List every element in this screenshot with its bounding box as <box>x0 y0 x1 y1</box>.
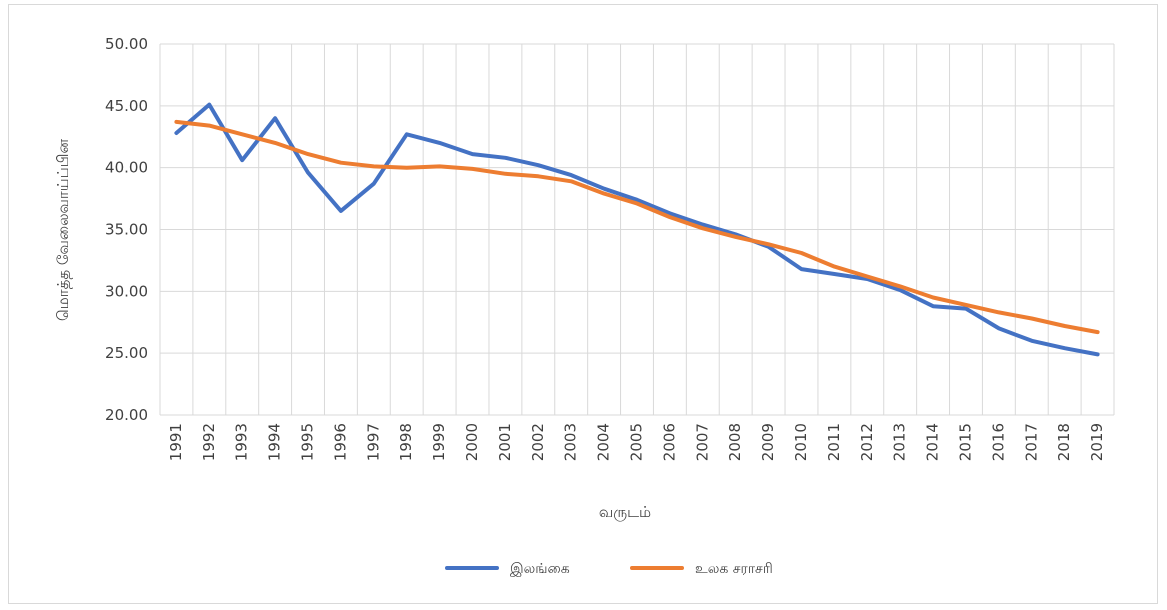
x-tick-label: 1995 <box>299 423 317 461</box>
legend-label-2: உலக சராசரி <box>695 561 773 577</box>
y-tick-label: 50.00 <box>105 35 148 53</box>
x-tick-label: 2011 <box>825 423 843 461</box>
series-line-1 <box>174 102 1100 357</box>
y-tick-label: 35.00 <box>105 221 148 239</box>
x-tick-label: 2000 <box>463 423 481 461</box>
x-tick-label: 1996 <box>331 423 349 461</box>
x-tick-label: 2002 <box>529 423 547 461</box>
x-tick-label: 1994 <box>266 423 284 461</box>
x-tick-label: 1992 <box>200 423 218 461</box>
x-tick-label: 2004 <box>595 423 613 461</box>
x-tick-label: 1999 <box>430 423 448 461</box>
x-tick-label: 1993 <box>233 423 251 461</box>
y-tick-label: 40.00 <box>105 159 148 177</box>
y-tick-label: 25.00 <box>105 344 148 362</box>
y-tick-label: 20.00 <box>105 406 148 424</box>
y-tick-label: 45.00 <box>105 97 148 115</box>
grid-lines <box>159 43 1115 416</box>
x-tick-label: 2001 <box>496 423 514 461</box>
series-line-2 <box>174 119 1100 335</box>
x-tick-label: 2005 <box>628 423 646 461</box>
legend-label-1: இலங்கை <box>510 561 570 577</box>
x-axis-ticks: 1991 1992 1993 1994 1995 1996 1997 1998 1999 2000… <box>167 423 1106 461</box>
x-tick-label: 1991 <box>167 423 185 461</box>
x-tick-label: 2008 <box>726 423 744 461</box>
y-axis-title: மொத்த வேலைவாய்ப்பின <box>54 139 72 321</box>
x-tick-label: 1997 <box>364 423 382 461</box>
x-tick-label: 2014 <box>924 423 942 461</box>
x-tick-label: 2015 <box>956 423 974 461</box>
x-tick-label: 2017 <box>1022 423 1040 461</box>
x-tick-label: 2007 <box>693 423 711 461</box>
series-lines <box>174 102 1100 357</box>
x-tick-label: 2006 <box>660 423 678 461</box>
x-tick-label: 2016 <box>989 423 1007 461</box>
x-tick-label: 2003 <box>562 423 580 461</box>
x-tick-label: 2010 <box>792 423 810 461</box>
y-axis-ticks: 20.00 25.00 30.00 35.00 40.00 45.00 50.00 <box>105 35 148 424</box>
x-tick-label: 1998 <box>397 423 415 461</box>
x-tick-label: 2018 <box>1055 423 1073 461</box>
x-tick-label: 2009 <box>759 423 777 461</box>
x-tick-label: 2013 <box>891 423 909 461</box>
x-tick-label: 2012 <box>858 423 876 461</box>
x-axis-title: வருடம் <box>599 503 651 521</box>
legend: இலங்கை உலக சராசரி <box>445 561 773 577</box>
x-tick-label: 2019 <box>1088 423 1106 461</box>
y-tick-label: 30.00 <box>105 282 148 300</box>
